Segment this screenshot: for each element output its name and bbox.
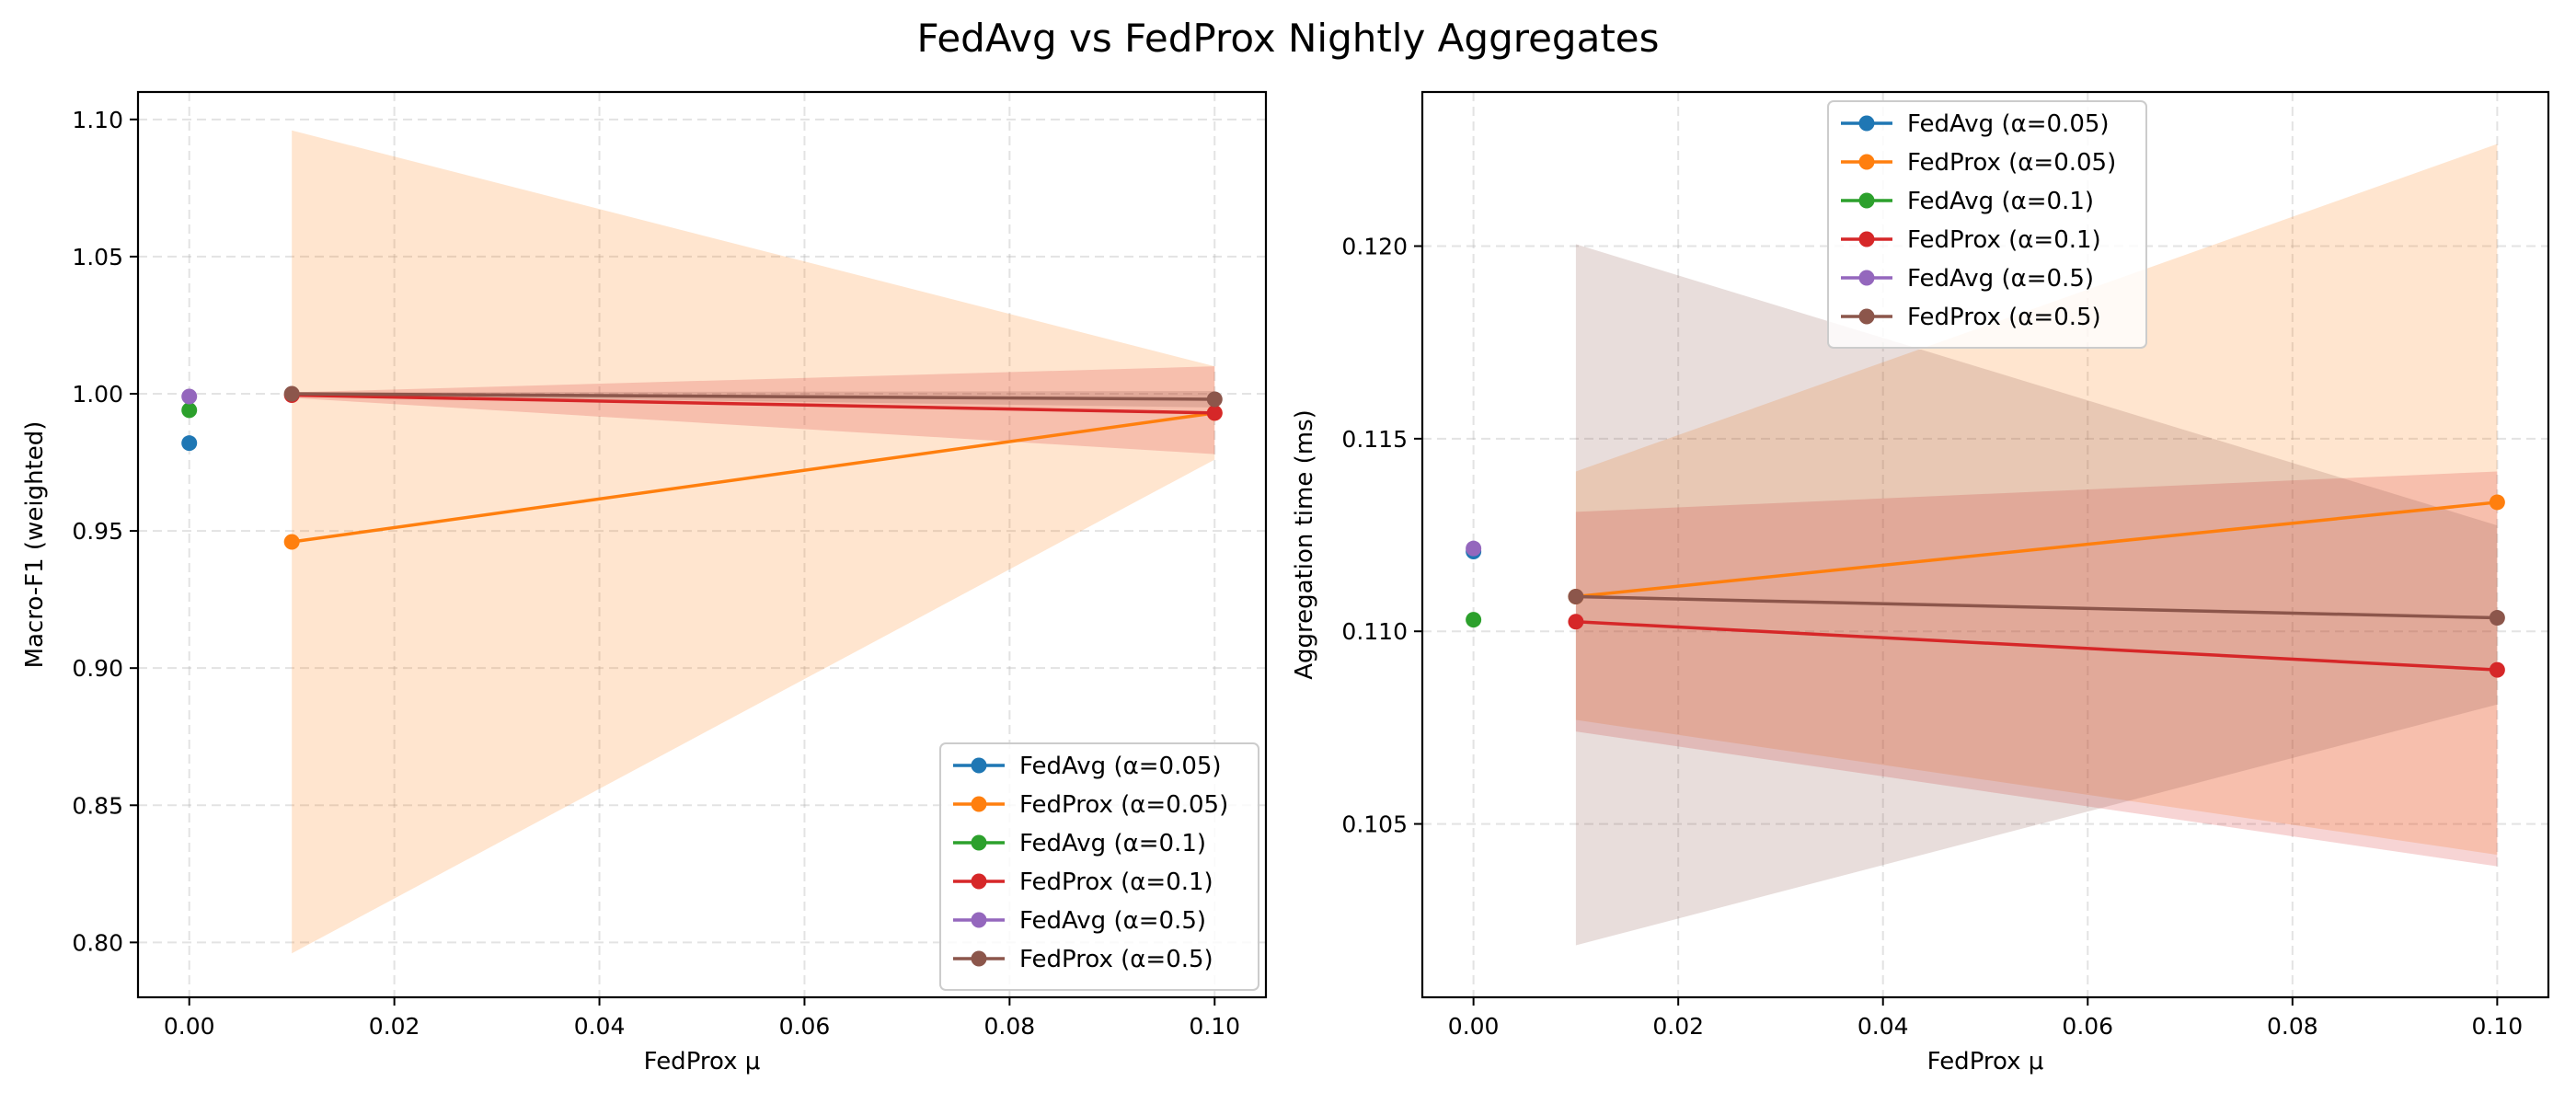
- left-legend-marker-1: [971, 796, 987, 812]
- left-legend: FedAvg (α=0.05) FedProx (α=0.05) FedAvg (α…: [939, 742, 1259, 991]
- left-ytick-label-5: 1.05: [72, 244, 123, 270]
- right-xtick-label-3: 0.06: [2062, 1013, 2113, 1040]
- right-ytick-label-3: 0.120: [1341, 233, 1408, 259]
- right-band-5: [1575, 244, 2498, 946]
- right-band-1: [1575, 144, 2498, 856]
- right-legend-marker-2: [1858, 192, 1875, 209]
- left-xtick-label-1: 0.02: [369, 1013, 420, 1040]
- right-ytick-label-2: 0.115: [1341, 426, 1408, 453]
- left-legend-marker-3: [971, 873, 987, 890]
- left-legend-marker-4: [971, 912, 987, 928]
- left-series-0-point-0: [181, 435, 198, 452]
- right-series-3-point-0: [1568, 614, 1584, 630]
- left-series-4-point-0: [181, 388, 198, 405]
- right-series-line-1: [1575, 500, 2498, 599]
- left-legend-box: [939, 742, 1259, 991]
- right-series-3-point-1: [2489, 661, 2505, 678]
- left-series-line-3: [292, 393, 1215, 415]
- left-ytick-label-4: 1.00: [72, 381, 123, 408]
- right-xtick-label-1: 0.02: [1652, 1013, 1704, 1040]
- left-ytick-label-6: 1.10: [72, 107, 123, 133]
- right-legend: FedAvg (α=0.05) FedProx (α=0.05) FedAvg (α…: [1827, 100, 2147, 349]
- left-x-axis-label: FedProx μ: [644, 1048, 761, 1075]
- right-legend-marker-0: [1858, 115, 1875, 132]
- left-ytick-label-3: 0.95: [72, 518, 123, 545]
- right-legend-label-4: FedAvg (α=0.5): [1907, 265, 2094, 293]
- right-chart-panel: 0.00 0.02 0.04 0.06 0.08 0.10 0.105 0.110 0.115 0…: [1291, 90, 2550, 1075]
- left-series-line-1: [291, 411, 1215, 544]
- right-xtick-label-4: 0.08: [2267, 1013, 2318, 1040]
- left-series-5-point-0: [283, 385, 300, 402]
- left-xtick-label-4: 0.08: [984, 1013, 1036, 1040]
- figure-title: FedAvg vs FedProx Nightly Aggregates: [916, 16, 1659, 61]
- right-series-1-point-1: [2489, 494, 2505, 511]
- left-legend-label-3: FedProx (α=0.1): [1019, 868, 1213, 896]
- left-ytick-label-1: 0.85: [72, 792, 123, 819]
- right-legend-marker-3: [1858, 231, 1875, 247]
- right-y-axis-label: Aggregation time (ms): [1291, 409, 1318, 680]
- right-series-5-point-0: [1568, 589, 1584, 605]
- right-series-4-point-0: [1466, 540, 1482, 557]
- right-xtick-label-0: 0.00: [1448, 1013, 1500, 1040]
- right-legend-label-5: FedProx (α=0.5): [1907, 304, 2101, 331]
- left-legend-marker-0: [971, 757, 987, 774]
- left-series-3-point-1: [1206, 405, 1223, 421]
- left-axes-frame: [136, 90, 1268, 999]
- left-ytick-label-2: 0.90: [72, 655, 123, 682]
- left-xtick-label-5: 0.10: [1189, 1013, 1240, 1040]
- right-series-line-3: [1575, 619, 2498, 672]
- right-series-line-5: [1575, 594, 2498, 620]
- left-xtick-label-0: 0.00: [164, 1013, 215, 1040]
- right-legend-box: [1827, 100, 2147, 349]
- left-series-line-5: [292, 392, 1215, 401]
- right-legend-marker-5: [1858, 308, 1875, 325]
- right-ytick-label-1: 0.110: [1341, 618, 1408, 645]
- left-chart-panel: 0.00 0.02 0.04 0.06 0.08 0.10 0.80 0.85 0.90 0.95…: [21, 90, 1268, 1075]
- left-xtick-label-2: 0.04: [574, 1013, 626, 1040]
- left-xtick-label-3: 0.06: [779, 1013, 831, 1040]
- right-legend-label-2: FedAvg (α=0.1): [1907, 188, 2094, 215]
- left-legend-marker-2: [971, 834, 987, 851]
- left-legend-label-4: FedAvg (α=0.5): [1019, 907, 1206, 935]
- left-series-1-point-0: [283, 534, 300, 550]
- right-legend-marker-4: [1858, 270, 1875, 286]
- right-xtick-label-5: 0.10: [2472, 1013, 2524, 1040]
- left-band-3: [292, 366, 1215, 454]
- left-legend-label-0: FedAvg (α=0.05): [1019, 753, 1222, 780]
- right-xtick-label-2: 0.04: [1857, 1013, 1909, 1040]
- left-legend-label-1: FedProx (α=0.05): [1019, 791, 1228, 819]
- right-legend-label-3: FedProx (α=0.1): [1907, 226, 2101, 254]
- left-ytick-label-0: 0.80: [72, 929, 123, 956]
- left-legend-marker-5: [971, 950, 987, 967]
- left-y-axis-label: Macro-F1 (weighted): [21, 421, 49, 669]
- right-legend-label-1: FedProx (α=0.05): [1907, 149, 2116, 177]
- right-legend-label-0: FedAvg (α=0.05): [1907, 110, 2110, 138]
- left-series-2-point-0: [181, 402, 198, 419]
- right-x-axis-label: FedProx μ: [1927, 1048, 2044, 1075]
- right-ytick-label-0: 0.105: [1341, 811, 1408, 838]
- left-legend-label-5: FedProx (α=0.5): [1019, 946, 1213, 973]
- right-band-3: [1575, 471, 2498, 867]
- left-band-1: [292, 130, 1215, 954]
- left-series-5-point-1: [1206, 391, 1223, 408]
- right-axes-frame: [1420, 90, 2550, 999]
- right-series-5-point-1: [2489, 610, 2505, 627]
- left-legend-label-2: FedAvg (α=0.1): [1019, 830, 1206, 857]
- right-legend-marker-1: [1858, 154, 1875, 170]
- right-series-2-point-0: [1466, 612, 1482, 628]
